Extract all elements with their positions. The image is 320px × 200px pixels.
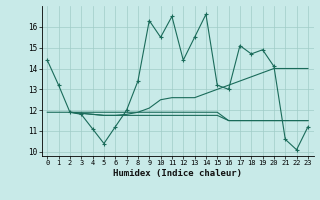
X-axis label: Humidex (Indice chaleur): Humidex (Indice chaleur) (113, 169, 242, 178)
